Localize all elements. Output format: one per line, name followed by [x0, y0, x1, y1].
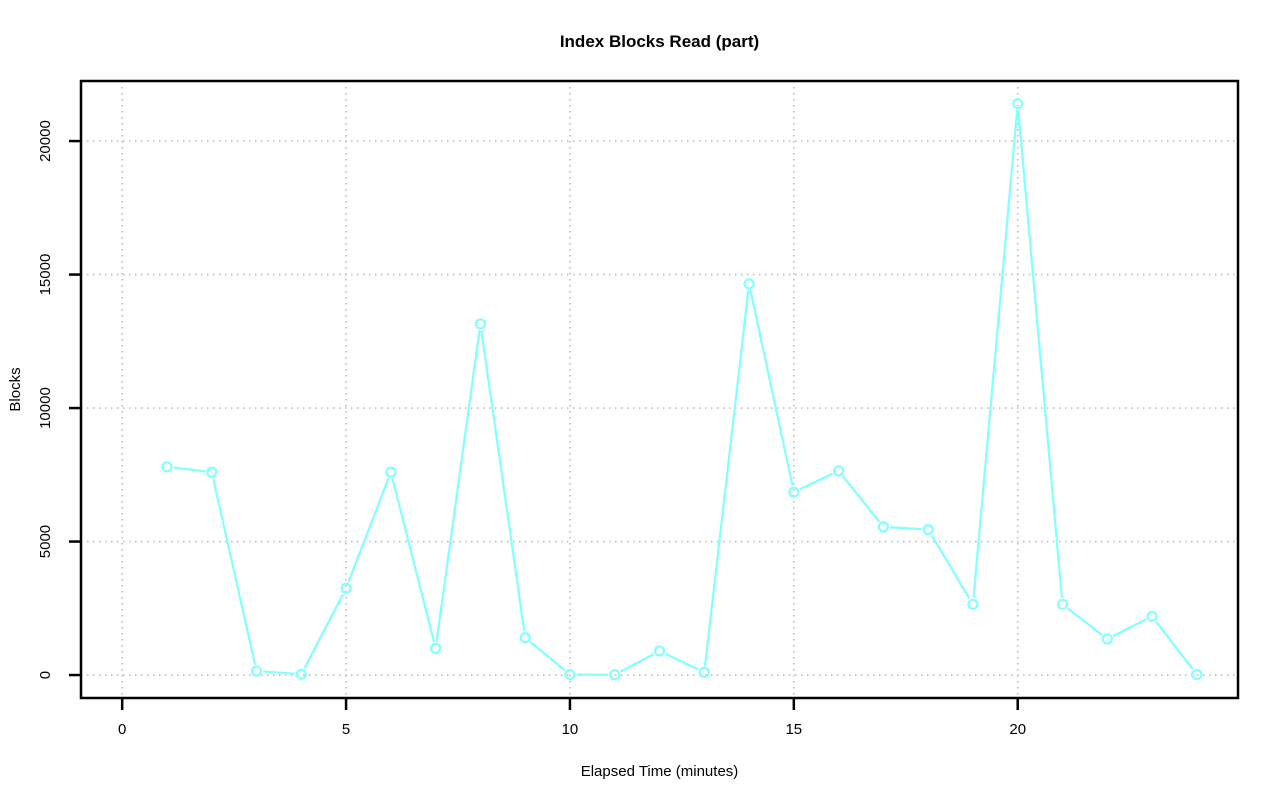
data-point-marker [609, 669, 621, 681]
y-tick-label: 0 [37, 671, 54, 679]
data-point-marker [1056, 598, 1069, 610]
data-series-segment [972, 110, 1019, 598]
data-point-marker [1012, 98, 1024, 110]
data-series-segment [480, 330, 526, 632]
data-point-marker [161, 461, 173, 473]
data-point-marker [474, 318, 486, 330]
data-point-marker [698, 666, 710, 678]
y-tick-label: 20000 [37, 120, 54, 162]
data-series-segment [391, 478, 435, 643]
data-point-marker [1101, 633, 1113, 645]
data-point-marker [519, 632, 531, 644]
data-point-marker [206, 466, 218, 478]
x-axis-label: Elapsed Time (minutes) [581, 763, 739, 780]
data-series [161, 98, 1203, 681]
data-point-marker [967, 598, 979, 610]
data-point-marker [430, 642, 442, 654]
data-series-segment [212, 478, 256, 665]
x-tick-label: 10 [562, 721, 579, 738]
data-series-segment [435, 330, 481, 643]
data-series-segment [930, 534, 971, 599]
data-series-segment [1155, 621, 1194, 670]
y-tick-label: 10000 [37, 387, 54, 429]
data-series-segment [704, 290, 750, 667]
y-tick-label: 5000 [37, 525, 54, 558]
data-point-marker [340, 582, 352, 594]
data-point-marker [1146, 610, 1158, 622]
data-point-marker [250, 665, 263, 677]
data-point-marker [788, 486, 800, 498]
plot-border [79, 79, 1240, 700]
tick-labels: 0 5 10 15 20 0 5000 10000 15000 20000 [37, 120, 1026, 738]
data-series-segment [665, 653, 699, 671]
data-series-segment [889, 526, 922, 531]
data-point-marker [877, 521, 889, 533]
x-tick-label: 20 [1009, 721, 1026, 738]
data-series-segment [1112, 618, 1147, 637]
data-point-marker [743, 278, 755, 290]
data-series-segment [1067, 607, 1103, 636]
x-tick-label: 0 [118, 721, 126, 738]
data-series-segment [529, 641, 566, 671]
data-series-segment [799, 472, 833, 491]
y-tick-label: 15000 [37, 254, 54, 296]
x-tick-label: 5 [342, 721, 350, 738]
y-axis-label: Blocks [7, 367, 24, 411]
data-series-segment [749, 290, 794, 486]
data-point-marker [385, 466, 397, 478]
gridlines [81, 81, 1238, 698]
data-series-segment [262, 670, 295, 675]
chart-title: Index Blocks Read (part) [560, 32, 759, 51]
data-series-segment [347, 478, 390, 583]
data-series-segment [303, 593, 344, 669]
data-point-marker [833, 465, 845, 477]
data-point-marker [922, 523, 934, 536]
data-point-marker [1191, 668, 1203, 681]
data-point-marker [295, 668, 307, 680]
data-point-marker [564, 668, 576, 681]
data-point-marker [653, 645, 666, 657]
data-series-segment [173, 466, 206, 473]
axis-ticks [69, 139, 1019, 710]
data-series-segment [1017, 110, 1063, 598]
data-series-segment [842, 475, 880, 523]
data-series-segment [620, 653, 654, 673]
x-tick-label: 15 [785, 721, 802, 738]
